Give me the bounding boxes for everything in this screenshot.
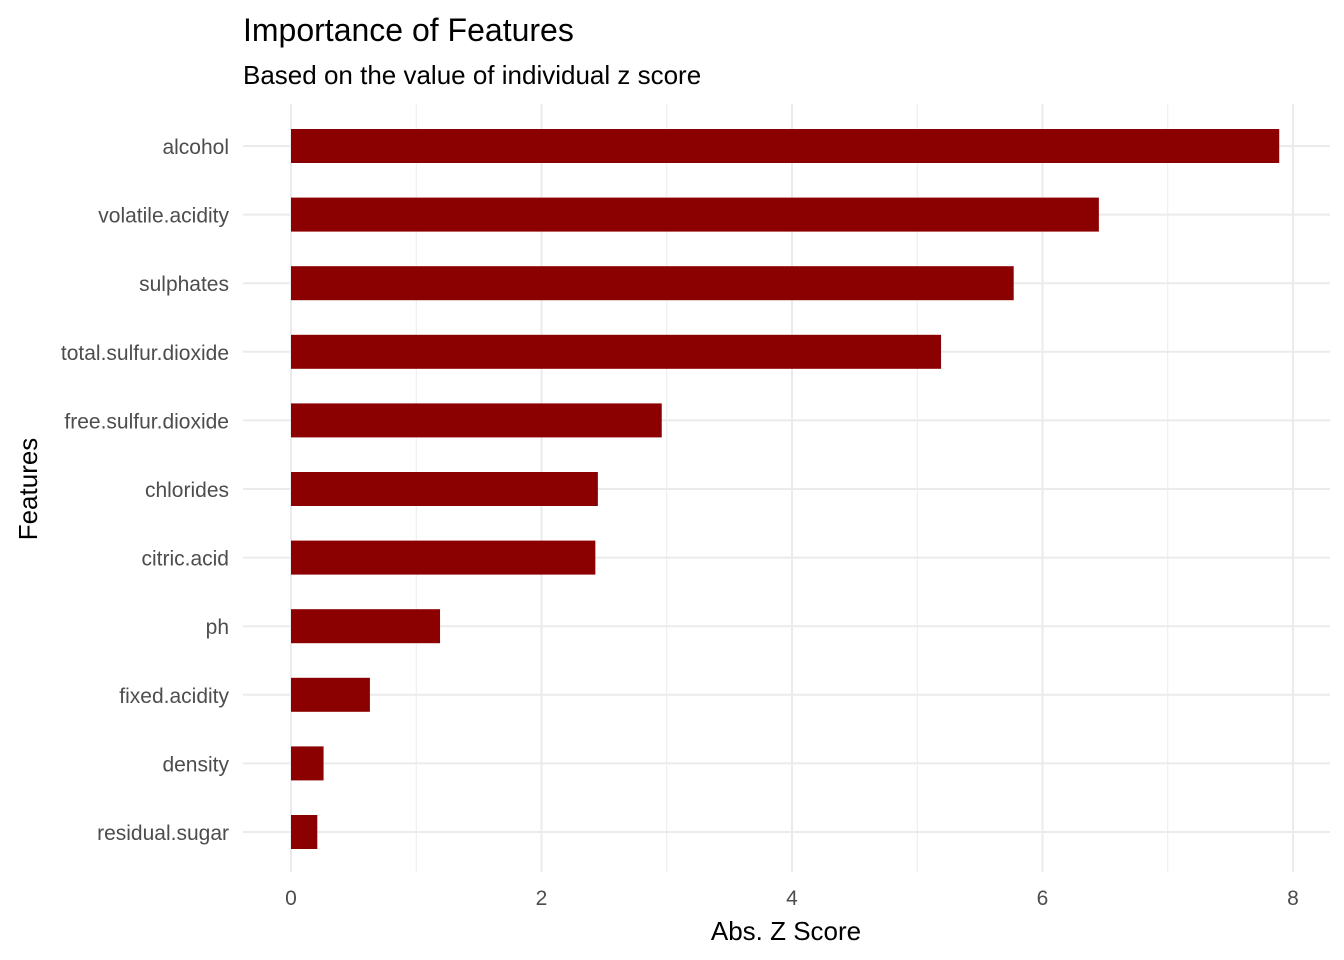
bar-sulphates <box>291 266 1014 301</box>
bar-alcohol <box>291 129 1280 163</box>
y-tick-label: sulphates <box>139 273 229 296</box>
y-tick-label: alcohol <box>162 136 229 159</box>
y-axis-tick-labels: alcohol volatile.acidity sulphates total.su… <box>61 136 230 845</box>
x-axis-tick-labels: 0 2 4 6 8 <box>285 887 1299 910</box>
bar-free-sulfur-dioxide <box>291 403 662 438</box>
y-tick-label: free.sulfur.dioxide <box>64 410 229 433</box>
x-axis-title: Abs. Z Score <box>711 916 861 946</box>
y-tick-label: residual.sugar <box>97 822 229 845</box>
x-tick-label: 6 <box>1037 887 1049 910</box>
x-tick-label: 8 <box>1287 887 1299 910</box>
y-tick-label: ph <box>206 616 229 639</box>
bar-density <box>291 746 324 781</box>
y-tick-label: total.sulfur.dioxide <box>61 342 229 365</box>
y-tick-label: chlorides <box>145 479 229 502</box>
y-tick-label: citric.acid <box>141 548 229 571</box>
x-tick-label: 0 <box>285 887 297 910</box>
y-tick-label: fixed.acidity <box>119 685 229 708</box>
bar-total-sulfur-dioxide <box>291 334 942 369</box>
x-tick-label: 4 <box>786 887 798 910</box>
y-tick-label: density <box>162 753 229 776</box>
chart-title: Importance of Features <box>243 12 574 48</box>
y-tick-label: volatile.acidity <box>98 205 229 228</box>
bar-volatile-acidity <box>291 197 1099 232</box>
bars <box>291 129 1280 849</box>
bar-citric-acid <box>291 540 596 575</box>
x-tick-label: 2 <box>536 887 548 910</box>
y-axis-title: Features <box>13 438 43 541</box>
chart-subtitle: Based on the value of individual z score <box>243 60 701 90</box>
bar-chlorides <box>291 472 598 506</box>
bar-residual-sugar <box>291 815 318 849</box>
bar-fixed-acidity <box>291 677 370 712</box>
bar-ph <box>291 609 441 644</box>
